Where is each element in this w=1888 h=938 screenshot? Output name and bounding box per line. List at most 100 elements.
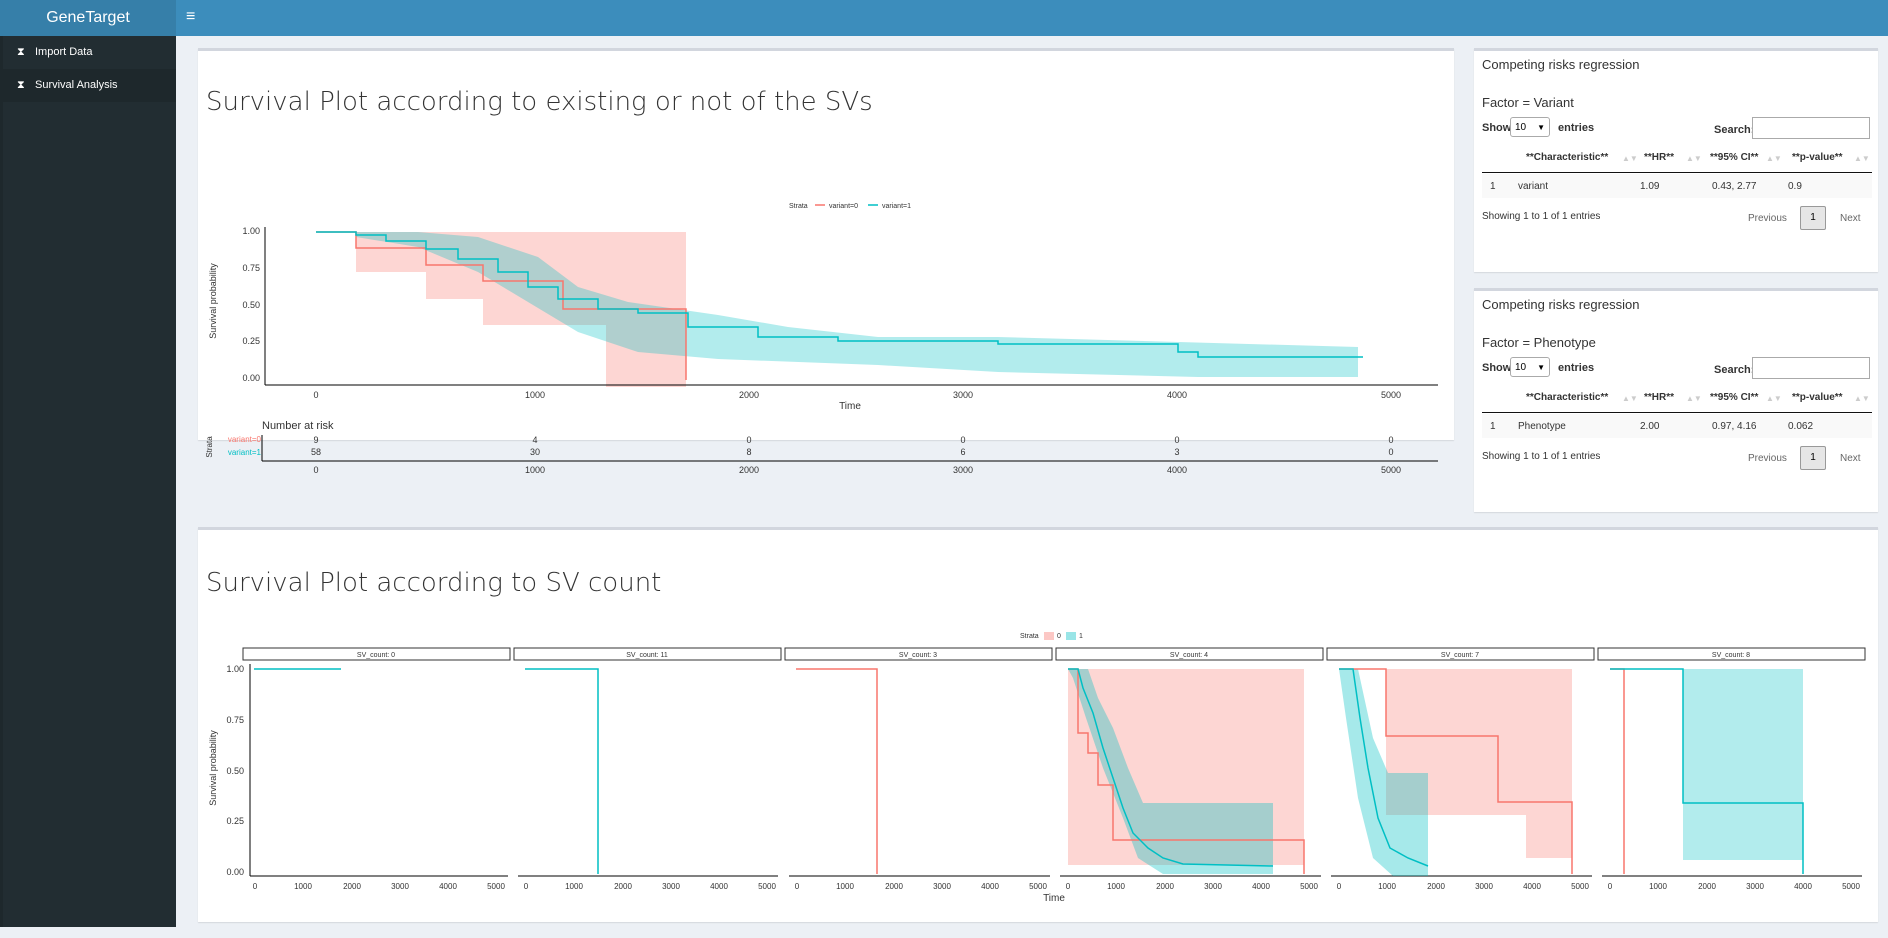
sidebar-item-label: Import Data: [35, 46, 93, 58]
x-axis-label: Time: [1043, 893, 1065, 904]
sidebar-item-import-data[interactable]: ⧗ Import Data: [3, 36, 176, 69]
facet-strip-label: SV_count: 4: [1170, 652, 1208, 659]
page-1-button[interactable]: 1: [1800, 206, 1826, 230]
ci-band-0: [1068, 669, 1304, 865]
x-tick-label: 0: [795, 882, 800, 891]
panel-x-ticks: 0 1000 2000 3000 4000 5000 0 1000 2000 3…: [253, 882, 1861, 891]
column-header-ci[interactable]: **95% CI**: [1710, 392, 1759, 403]
sort-icon: ▲▼: [1766, 154, 1782, 163]
x-tick-label: 3000: [662, 882, 680, 891]
hourglass-icon: ⧗: [17, 46, 25, 58]
sidebar: ⧗ Import Data ⧗ Survival Analysis: [0, 36, 176, 927]
facet-strip: [513, 647, 782, 661]
x-tick-label: 4000: [439, 882, 457, 891]
x-tick-label: 2000: [1156, 882, 1174, 891]
survival-curve-1: [1339, 668, 1429, 867]
sv-count-plot-box: Survival Plot according to SV count Stra…: [198, 527, 1878, 922]
x-tick-label: 1000: [1649, 882, 1667, 891]
y-tick-label: 0.25: [242, 336, 260, 346]
survival-curve-0: [1339, 668, 1573, 874]
x-tick-label: 3000: [1204, 882, 1222, 891]
entries-length-select[interactable]: 10 ▼: [1510, 357, 1550, 377]
survival-curve-1: [525, 668, 599, 874]
x-tick-label: 3000: [1746, 882, 1764, 891]
x-tick-label: 4000: [1794, 882, 1812, 891]
entries-length-select[interactable]: 10 ▼: [1510, 117, 1550, 137]
x-tick-label: 4000: [1523, 882, 1541, 891]
legend-title: Strata: [789, 203, 808, 210]
sidebar-toggle-button[interactable]: ≡: [186, 8, 196, 25]
column-header-characteristic[interactable]: **Characteristic**: [1526, 392, 1609, 403]
search-input[interactable]: [1752, 117, 1870, 139]
legend-label-variant0: variant=0: [829, 203, 858, 210]
row-index: 1: [1490, 421, 1496, 432]
table-info: Showing 1 to 1 of 1 entries: [1482, 451, 1601, 462]
risk-row-label: variant=0: [228, 435, 262, 444]
entries-label: entries: [1558, 122, 1595, 134]
legend-key-1: [1066, 632, 1076, 640]
column-header-ci[interactable]: **95% CI**: [1710, 152, 1759, 163]
x-tick-label: 0: [1066, 882, 1071, 891]
sidebar-item-survival-analysis[interactable]: ⧗ Survival Analysis: [3, 69, 176, 102]
row-index: 1: [1490, 181, 1496, 192]
show-label: Show: [1482, 122, 1512, 134]
risk-table-ylabel: Strata: [205, 436, 214, 458]
next-button[interactable]: Next: [1840, 453, 1861, 464]
app-logo[interactable]: GeneTarget: [0, 0, 176, 36]
x-tick-label: 4000: [1252, 882, 1270, 891]
risk-table-title: Number at risk: [262, 420, 334, 432]
table-header-divider: [1482, 412, 1872, 413]
survival-curve-0: [1068, 668, 1305, 874]
next-button[interactable]: Next: [1840, 213, 1861, 224]
column-header-pvalue[interactable]: **p-value**: [1792, 392, 1843, 403]
survival-curve-0: [1610, 668, 1625, 874]
column-header-hr[interactable]: **HR**: [1644, 152, 1675, 163]
chevron-down-icon: ▼: [1537, 123, 1545, 132]
column-header-hr[interactable]: **HR**: [1644, 392, 1675, 403]
y-axis-label: Survival probability: [208, 730, 218, 806]
legend-label-0: 0: [1057, 633, 1061, 640]
survival-curve-1: [1068, 668, 1274, 867]
cell-ci: 0.97, 4.16: [1712, 421, 1757, 432]
x-tick-label: 1000: [1107, 882, 1125, 891]
previous-button[interactable]: Previous: [1748, 453, 1787, 464]
column-header-characteristic[interactable]: **Characteristic**: [1526, 152, 1609, 163]
cell-ci: 0.43, 2.77: [1712, 181, 1757, 192]
y-tick-label: 0.25: [226, 816, 244, 826]
x-tick-label: 5000: [1381, 390, 1401, 400]
x-tick-label: 5000: [1842, 882, 1860, 891]
y-tick-label: 0.75: [226, 715, 244, 725]
x-tick-label: 1000: [294, 882, 312, 891]
legend-title: Strata: [1020, 633, 1039, 640]
y-tick-label: 0.50: [242, 300, 260, 310]
survival-plot-svg: Strata variant=0 variant=1 Survival prob…: [205, 203, 1438, 475]
legend-key-0: [1044, 632, 1054, 640]
ci-band-variant1: [356, 232, 1358, 377]
facet-strip-label: SV_count: 11: [626, 652, 668, 659]
search-input[interactable]: [1752, 357, 1870, 379]
table-info: Showing 1 to 1 of 1 entries: [1482, 211, 1601, 222]
x-tick-label: 2000: [739, 390, 759, 400]
page-1-button[interactable]: 1: [1800, 446, 1826, 470]
x-tick-label: 3000: [933, 882, 951, 891]
entries-label: entries: [1558, 362, 1595, 374]
y-tick-label: 1.00: [242, 226, 260, 236]
x-tick-label: 4000: [710, 882, 728, 891]
y-tick-label: 0.75: [242, 263, 260, 273]
x-tick-label: 5000: [1571, 882, 1589, 891]
previous-button[interactable]: Previous: [1748, 213, 1787, 224]
column-header-pvalue[interactable]: **p-value**: [1792, 152, 1843, 163]
plot-title: Survival Plot according to existing or n…: [206, 87, 873, 117]
facet-strip-label: SV_count: 3: [899, 652, 937, 659]
risk-value: 0: [1174, 435, 1179, 445]
sort-icon: ▲▼: [1622, 394, 1638, 403]
x-tick-label: 0: [313, 390, 318, 400]
sort-icon: ▲▼: [1766, 394, 1782, 403]
cell-hr: 1.09: [1640, 181, 1660, 192]
facet-strip: [242, 647, 511, 661]
sidebar-item-label: Survival Analysis: [35, 79, 118, 91]
ci-band-1: [1683, 669, 1803, 860]
search-label: Search:: [1714, 124, 1755, 136]
x-tick-label: 4000: [1167, 390, 1187, 400]
facet-strip-label: SV_count: 8: [1712, 652, 1750, 659]
